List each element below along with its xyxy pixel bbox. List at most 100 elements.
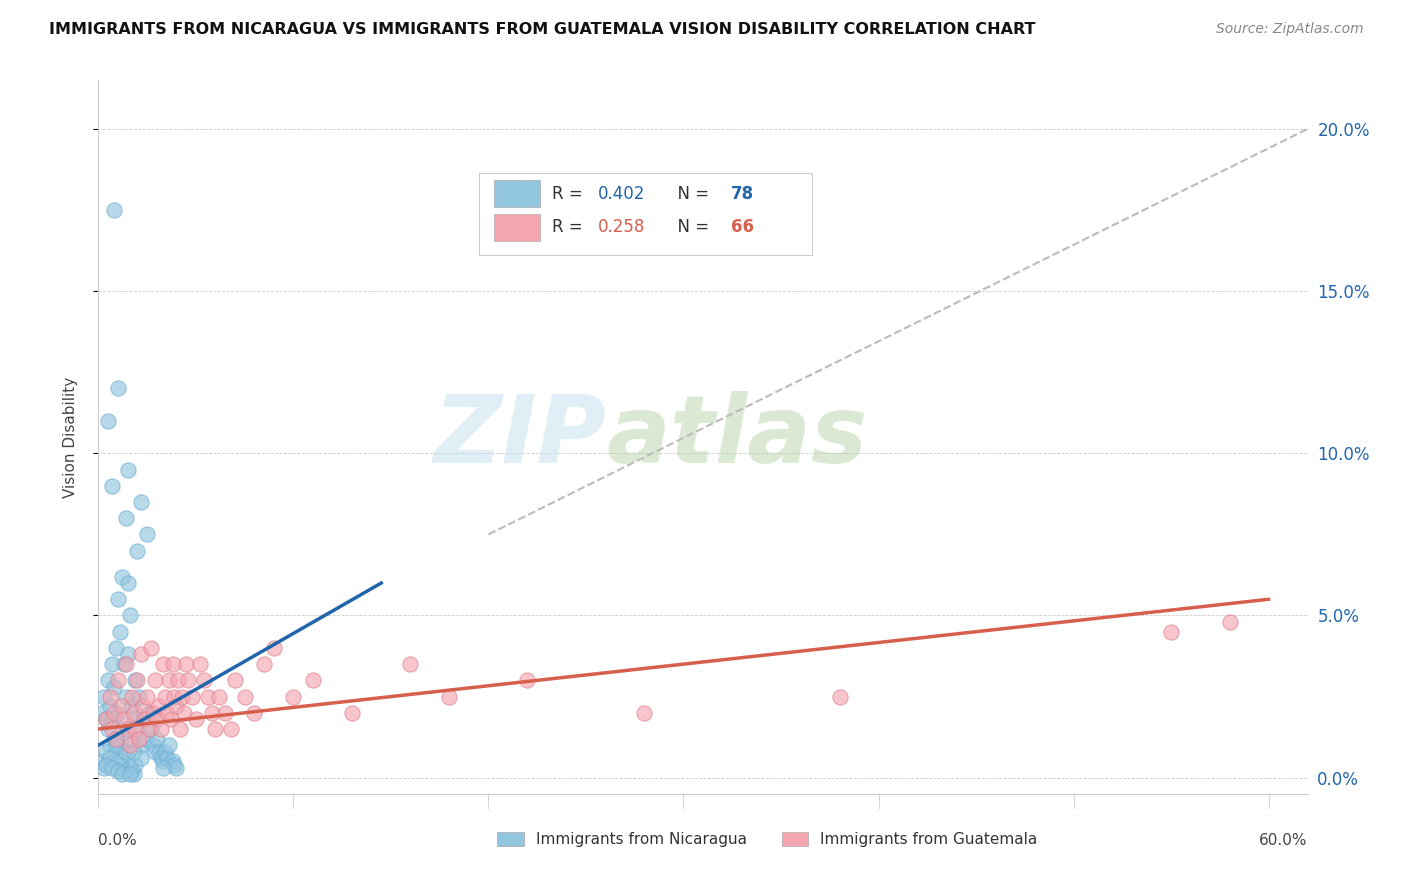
Point [104,745,127,759]
Point [118,761,141,775]
FancyBboxPatch shape [494,214,540,241]
Point [302,673,325,688]
Text: R =: R = [551,219,588,236]
Point [101,657,124,672]
Point [111,767,134,781]
Point [107,673,129,688]
Point [96,757,118,772]
Point [121,699,143,714]
FancyBboxPatch shape [498,832,524,846]
Point [124,757,146,772]
Point [93,761,115,775]
Point [516,673,538,688]
Point [214,706,236,720]
Point [118,738,141,752]
Point [142,738,165,752]
Point [108,755,131,769]
Point [118,608,141,623]
Point [117,576,139,591]
Point [107,764,129,779]
Point [204,722,226,736]
Point [200,706,222,720]
Point [167,673,190,688]
Point [253,657,276,672]
Point [124,722,146,736]
Point [157,673,180,688]
Point [143,745,166,759]
Point [208,690,231,704]
Point [142,706,165,720]
Point [91,755,114,769]
Point [132,712,155,726]
Y-axis label: Vision Disability: Vision Disability [63,376,77,498]
Point [148,699,170,714]
Point [114,690,136,704]
Point [172,690,194,704]
Point [340,706,363,720]
Point [131,751,153,765]
Point [96,712,118,726]
Point [399,657,422,672]
Point [98,699,121,714]
Point [149,751,172,765]
Point [219,722,242,736]
Point [107,706,129,720]
Point [243,706,266,720]
Point [149,722,172,736]
Point [153,690,176,704]
Point [157,738,180,752]
Point [122,712,145,726]
Point [104,640,127,655]
FancyBboxPatch shape [782,832,808,846]
Text: N =: N = [666,219,714,236]
Point [159,712,181,726]
Point [188,657,211,672]
Point [122,745,145,759]
Point [1219,615,1241,629]
Point [146,712,169,726]
Point [104,731,127,746]
Point [101,722,124,736]
Point [97,722,120,736]
Point [107,592,129,607]
Point [127,673,149,688]
Point [134,731,156,746]
Point [117,648,139,662]
Point [139,640,162,655]
Point [111,699,134,714]
Point [114,745,136,759]
Point [114,511,136,525]
Point [153,745,176,759]
Point [174,657,197,672]
Point [283,690,305,704]
Point [224,673,246,688]
Text: 0.258: 0.258 [598,219,645,236]
Point [1160,624,1182,639]
Point [103,706,125,720]
Text: Immigrants from Guatemala: Immigrants from Guatemala [820,832,1038,847]
Point [118,731,141,746]
Point [98,751,121,765]
Point [131,495,153,509]
Point [233,690,256,704]
Point [633,706,655,720]
Point [98,690,121,704]
Point [131,648,153,662]
Point [111,569,134,583]
Point [152,657,174,672]
Point [134,712,156,726]
Text: Immigrants from Nicaragua: Immigrants from Nicaragua [536,832,747,847]
Text: 78: 78 [731,185,754,202]
Point [121,764,143,779]
Point [114,657,136,672]
Point [146,731,169,746]
Point [127,722,149,736]
Point [118,767,141,781]
Point [93,690,115,704]
Point [108,624,131,639]
Point [122,706,145,720]
Point [117,722,139,736]
Point [181,690,204,704]
Point [152,761,174,775]
Point [97,673,120,688]
